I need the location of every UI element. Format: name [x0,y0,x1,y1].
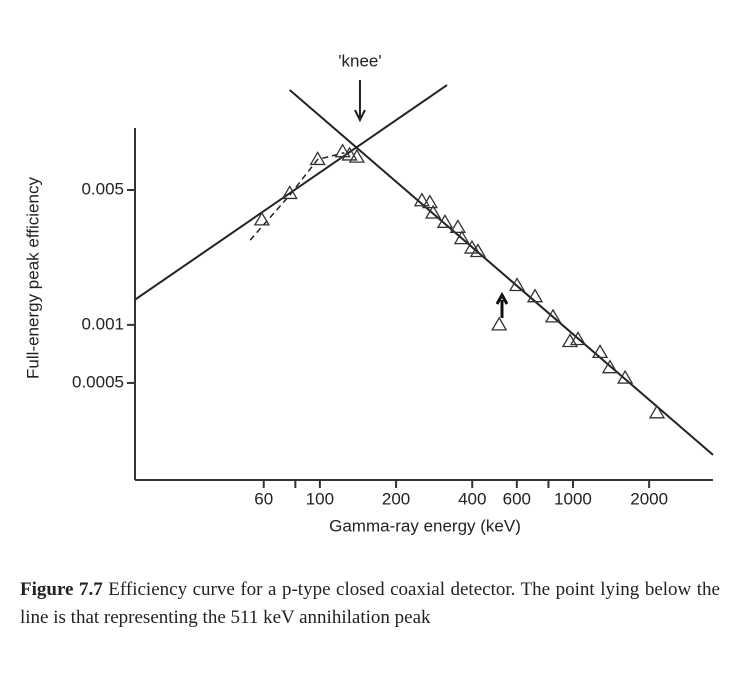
data-point [591,344,609,359]
data-point [569,331,587,346]
y-axis-label: Full-energy peak efficiency [23,177,42,379]
x-tick-label: 1000 [554,489,592,508]
fit-line [289,89,714,456]
data-point [421,194,438,209]
x-tick-label: 60 [254,489,273,508]
data-point [449,219,467,234]
x-tick-label: 400 [458,489,486,508]
data-point [469,243,487,258]
data-point [491,316,508,331]
data-point [281,185,298,200]
caption: Figure 7.7 Efficiency curve for a p-type… [20,576,720,632]
data-point [334,143,351,158]
data-point [601,359,619,374]
data-point [436,214,454,228]
x-tick-label: 100 [306,489,334,508]
data-point [508,277,526,292]
data-point [648,404,666,419]
x-tick-label: 200 [382,489,410,508]
data-point [453,230,471,245]
data-point [616,369,634,384]
data-point [463,239,481,254]
caption-label: Figure 7.7 [20,579,103,600]
data-point [526,288,544,303]
caption-text: Efficiency curve for a p-type closed coa… [20,579,720,628]
annotation: 'knee' [338,51,381,70]
data-point [253,211,271,226]
fit-line [249,152,345,241]
data-point [309,151,326,166]
x-tick-label: 600 [503,489,531,508]
y-tick-label: 0.001 [81,314,124,333]
y-tick-label: 0.005 [81,179,124,198]
x-tick-label: 2000 [630,489,668,508]
data-point [348,148,365,163]
data-point [413,192,431,207]
data-point [424,204,442,219]
x-axis-label: Gamma-ray energy (keV) [329,516,521,535]
annotation-arrow [354,80,366,123]
data-point [544,308,562,323]
chart: Gamma-ray energy (keV) Full-energy peak … [23,51,714,535]
data-point [341,146,358,161]
y-tick-label: 0.0005 [72,372,124,391]
pointer-arrow [495,291,509,318]
